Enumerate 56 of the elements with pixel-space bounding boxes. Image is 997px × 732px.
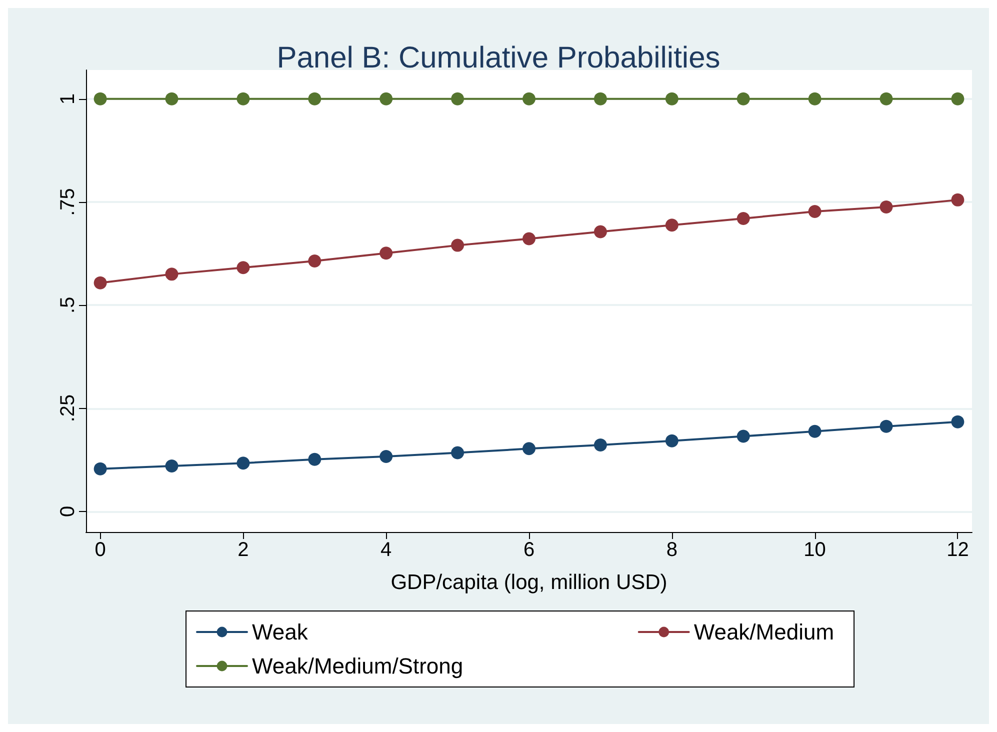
x-tick-label: 8 (666, 539, 678, 561)
point (236, 92, 250, 106)
point (736, 212, 750, 225)
x-tick-label: 0 (94, 539, 106, 561)
point (94, 276, 107, 290)
x-tick-label: 4 (380, 539, 392, 561)
point (451, 446, 464, 460)
point (665, 92, 678, 106)
point (522, 92, 536, 106)
point (594, 225, 607, 238)
point (236, 261, 250, 274)
point (380, 92, 393, 106)
point (736, 430, 750, 443)
x-axis-title: GDP/capita (log, million USD) (390, 571, 668, 594)
point (308, 92, 322, 106)
legend-label: Weak/Medium/Strong (252, 654, 464, 678)
x-tick-label: 2 (238, 539, 249, 561)
point (165, 92, 178, 106)
point (308, 254, 322, 268)
point (380, 450, 393, 464)
x-tick-label: 12 (946, 539, 969, 561)
point (594, 92, 607, 106)
chart-title: Panel B: Cumulative Probabilities (276, 42, 720, 74)
point (808, 92, 822, 106)
point (665, 218, 678, 232)
point (594, 438, 607, 452)
y-tick-label: .75 (57, 188, 79, 216)
point (165, 460, 178, 472)
y-tick-label: .25 (57, 394, 79, 422)
point (522, 442, 536, 456)
y-tick-label: 0 (57, 506, 79, 517)
point (236, 456, 250, 470)
point (736, 92, 750, 106)
legend-label: Weak (252, 620, 309, 644)
point (380, 246, 393, 260)
point (951, 193, 964, 206)
point (451, 92, 464, 106)
point (880, 200, 893, 214)
legend-label: Weak/Medium (694, 620, 834, 644)
point (808, 424, 822, 438)
x-tick-label: 6 (523, 539, 535, 561)
point (165, 268, 178, 281)
point (94, 92, 107, 106)
point (951, 92, 964, 106)
point (522, 232, 536, 246)
point (880, 92, 893, 106)
point (308, 452, 322, 466)
point (451, 238, 464, 252)
point (94, 462, 107, 476)
x-tick-label: 10 (804, 539, 826, 561)
point (880, 420, 893, 433)
point (951, 415, 964, 428)
y-tick-label: .5 (57, 296, 79, 314)
point (808, 204, 822, 218)
y-tick-label: 1 (57, 93, 79, 104)
point (665, 434, 678, 448)
